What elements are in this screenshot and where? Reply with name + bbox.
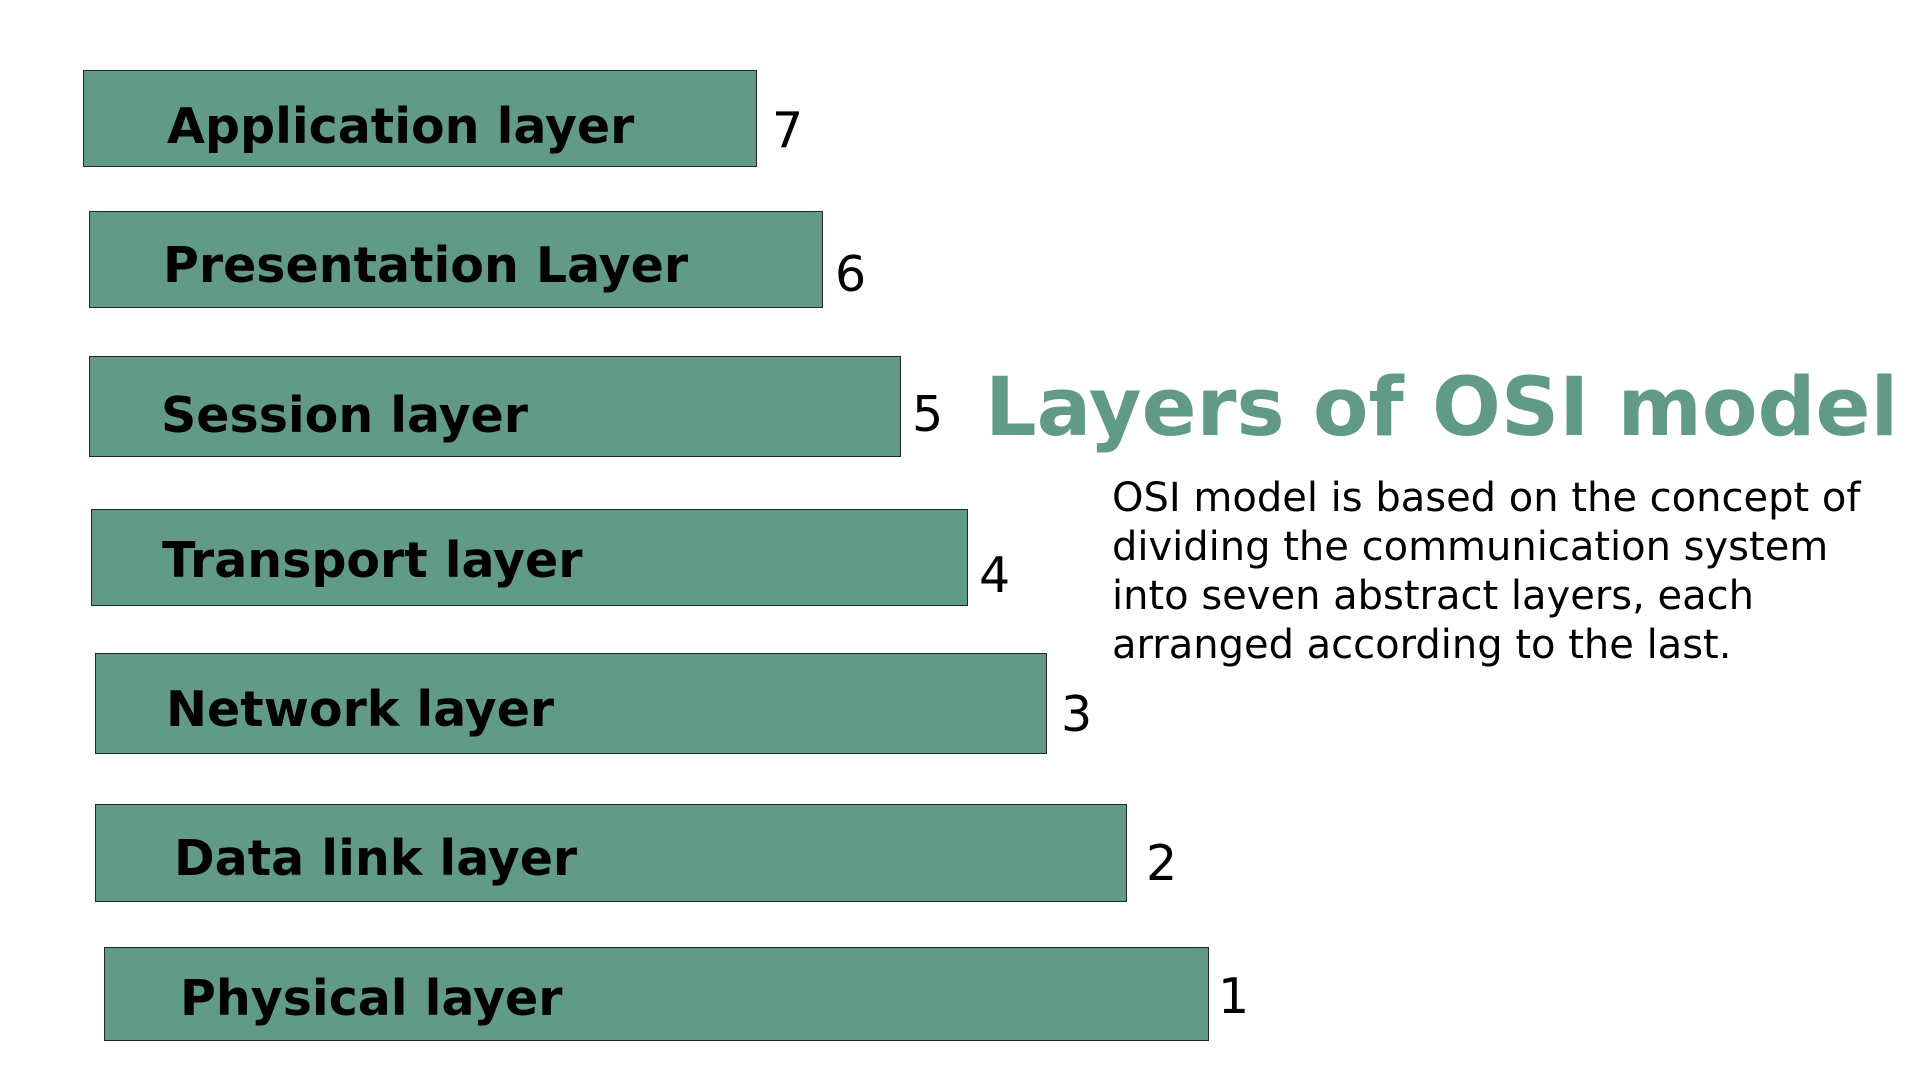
- layer-label-application: Application layer: [167, 98, 635, 155]
- layer-bar-application: [83, 70, 757, 167]
- layer-bar-physical: [104, 947, 1209, 1041]
- layer-number-7: 7: [772, 102, 804, 159]
- layer-number-1: 1: [1218, 968, 1250, 1025]
- description-text: OSI model is based on the concept of div…: [1112, 475, 1861, 668]
- layer-number-6: 6: [835, 246, 867, 303]
- layer-label-transport: Transport layer: [162, 532, 583, 589]
- layer-bar-presentation: [89, 211, 823, 308]
- layer-number-5: 5: [912, 386, 944, 443]
- layer-bar-session: [89, 356, 901, 457]
- layer-number-4: 4: [979, 547, 1011, 604]
- layer-bar-transport: [91, 509, 968, 606]
- layer-bar-data-link: [95, 804, 1127, 902]
- layer-label-session: Session layer: [161, 387, 528, 444]
- layer-number-2: 2: [1146, 835, 1178, 892]
- layer-label-data-link: Data link layer: [174, 830, 578, 887]
- layer-label-physical: Physical layer: [180, 970, 563, 1027]
- layer-number-3: 3: [1061, 686, 1093, 743]
- layer-label-network: Network layer: [166, 681, 555, 738]
- layer-label-presentation: Presentation Layer: [163, 237, 689, 294]
- page-title: Layers of OSI model: [985, 361, 1899, 455]
- layer-bar-network: [95, 653, 1047, 754]
